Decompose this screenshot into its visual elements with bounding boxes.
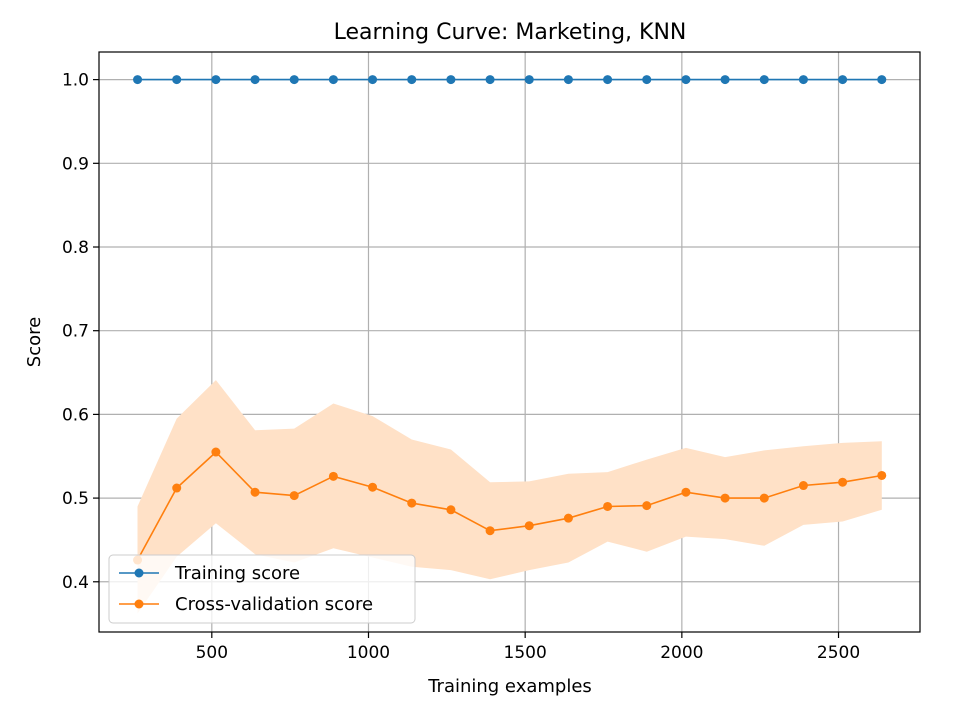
data-point — [720, 493, 730, 503]
x-tick-label: 500 — [196, 643, 228, 663]
data-point — [289, 75, 299, 85]
data-point — [838, 75, 848, 85]
data-point — [798, 481, 808, 491]
series-1 — [133, 447, 887, 565]
series-0 — [133, 75, 887, 85]
data-point — [642, 501, 652, 511]
data-point — [681, 75, 691, 85]
data-point — [446, 75, 456, 85]
y-tick-label: 0.9 — [62, 154, 89, 174]
y-tick-label: 0.5 — [62, 489, 89, 509]
x-tick-label: 1500 — [504, 643, 547, 663]
plot-frame — [98, 51, 921, 633]
data-point — [877, 75, 887, 85]
data-point — [759, 493, 769, 503]
y-tick-label: 0.8 — [62, 238, 89, 258]
data-point — [524, 521, 534, 531]
data-point — [368, 482, 378, 492]
data-point — [563, 513, 573, 523]
data-point — [328, 471, 338, 481]
data-point — [838, 477, 848, 487]
x-axis-label: Training examples — [427, 676, 592, 697]
data-point — [250, 75, 260, 85]
legend-box — [108, 554, 416, 624]
y-axis-label: Score — [24, 317, 45, 367]
data-point — [211, 447, 221, 457]
data-point — [172, 75, 182, 85]
legend-label: Cross-validation score — [175, 594, 373, 615]
data-point — [172, 483, 182, 493]
data-point — [289, 491, 299, 501]
data-point — [603, 501, 613, 511]
y-axis-ticks: 0.4 0.5 0.6 0.7 0.8 0.9 1.0 — [62, 71, 99, 593]
data-point — [133, 75, 143, 85]
x-tick-label: 2000 — [660, 643, 703, 663]
data-point — [524, 75, 534, 85]
data-point — [407, 75, 417, 85]
y-tick-label: 0.4 — [62, 573, 89, 593]
x-tick-label: 2500 — [817, 643, 860, 663]
data-point — [211, 75, 221, 85]
data-point — [681, 487, 691, 497]
data-point — [407, 498, 417, 508]
data-point — [446, 505, 456, 515]
data-point — [563, 75, 573, 85]
data-point — [720, 75, 730, 85]
data-point — [798, 75, 808, 85]
cv-band-layer — [137, 380, 882, 614]
cv-std-band — [137, 380, 882, 614]
chart-title: Learning Curve: Marketing, KNN — [334, 20, 687, 45]
data-point — [877, 470, 887, 480]
data-point — [759, 75, 769, 85]
data-point — [328, 75, 338, 85]
data-point — [603, 75, 613, 85]
series-line — [136, 450, 882, 561]
legend-label: Training score — [174, 563, 300, 584]
legend-marker — [134, 599, 144, 609]
y-tick-label: 0.7 — [62, 322, 89, 342]
legend-marker — [134, 568, 144, 578]
x-tick-label: 1000 — [347, 643, 390, 663]
data-point — [250, 487, 260, 497]
legend: Training score Cross-validation score — [108, 554, 416, 624]
data-point — [485, 526, 495, 536]
x-axis-ticks: 500 1000 1500 2000 2500 — [196, 632, 860, 663]
series-layer — [133, 75, 887, 565]
data-point — [642, 75, 652, 85]
data-point — [368, 75, 378, 85]
y-tick-label: 0.6 — [62, 405, 89, 425]
y-tick-label: 1.0 — [62, 71, 89, 91]
data-point — [485, 75, 495, 85]
